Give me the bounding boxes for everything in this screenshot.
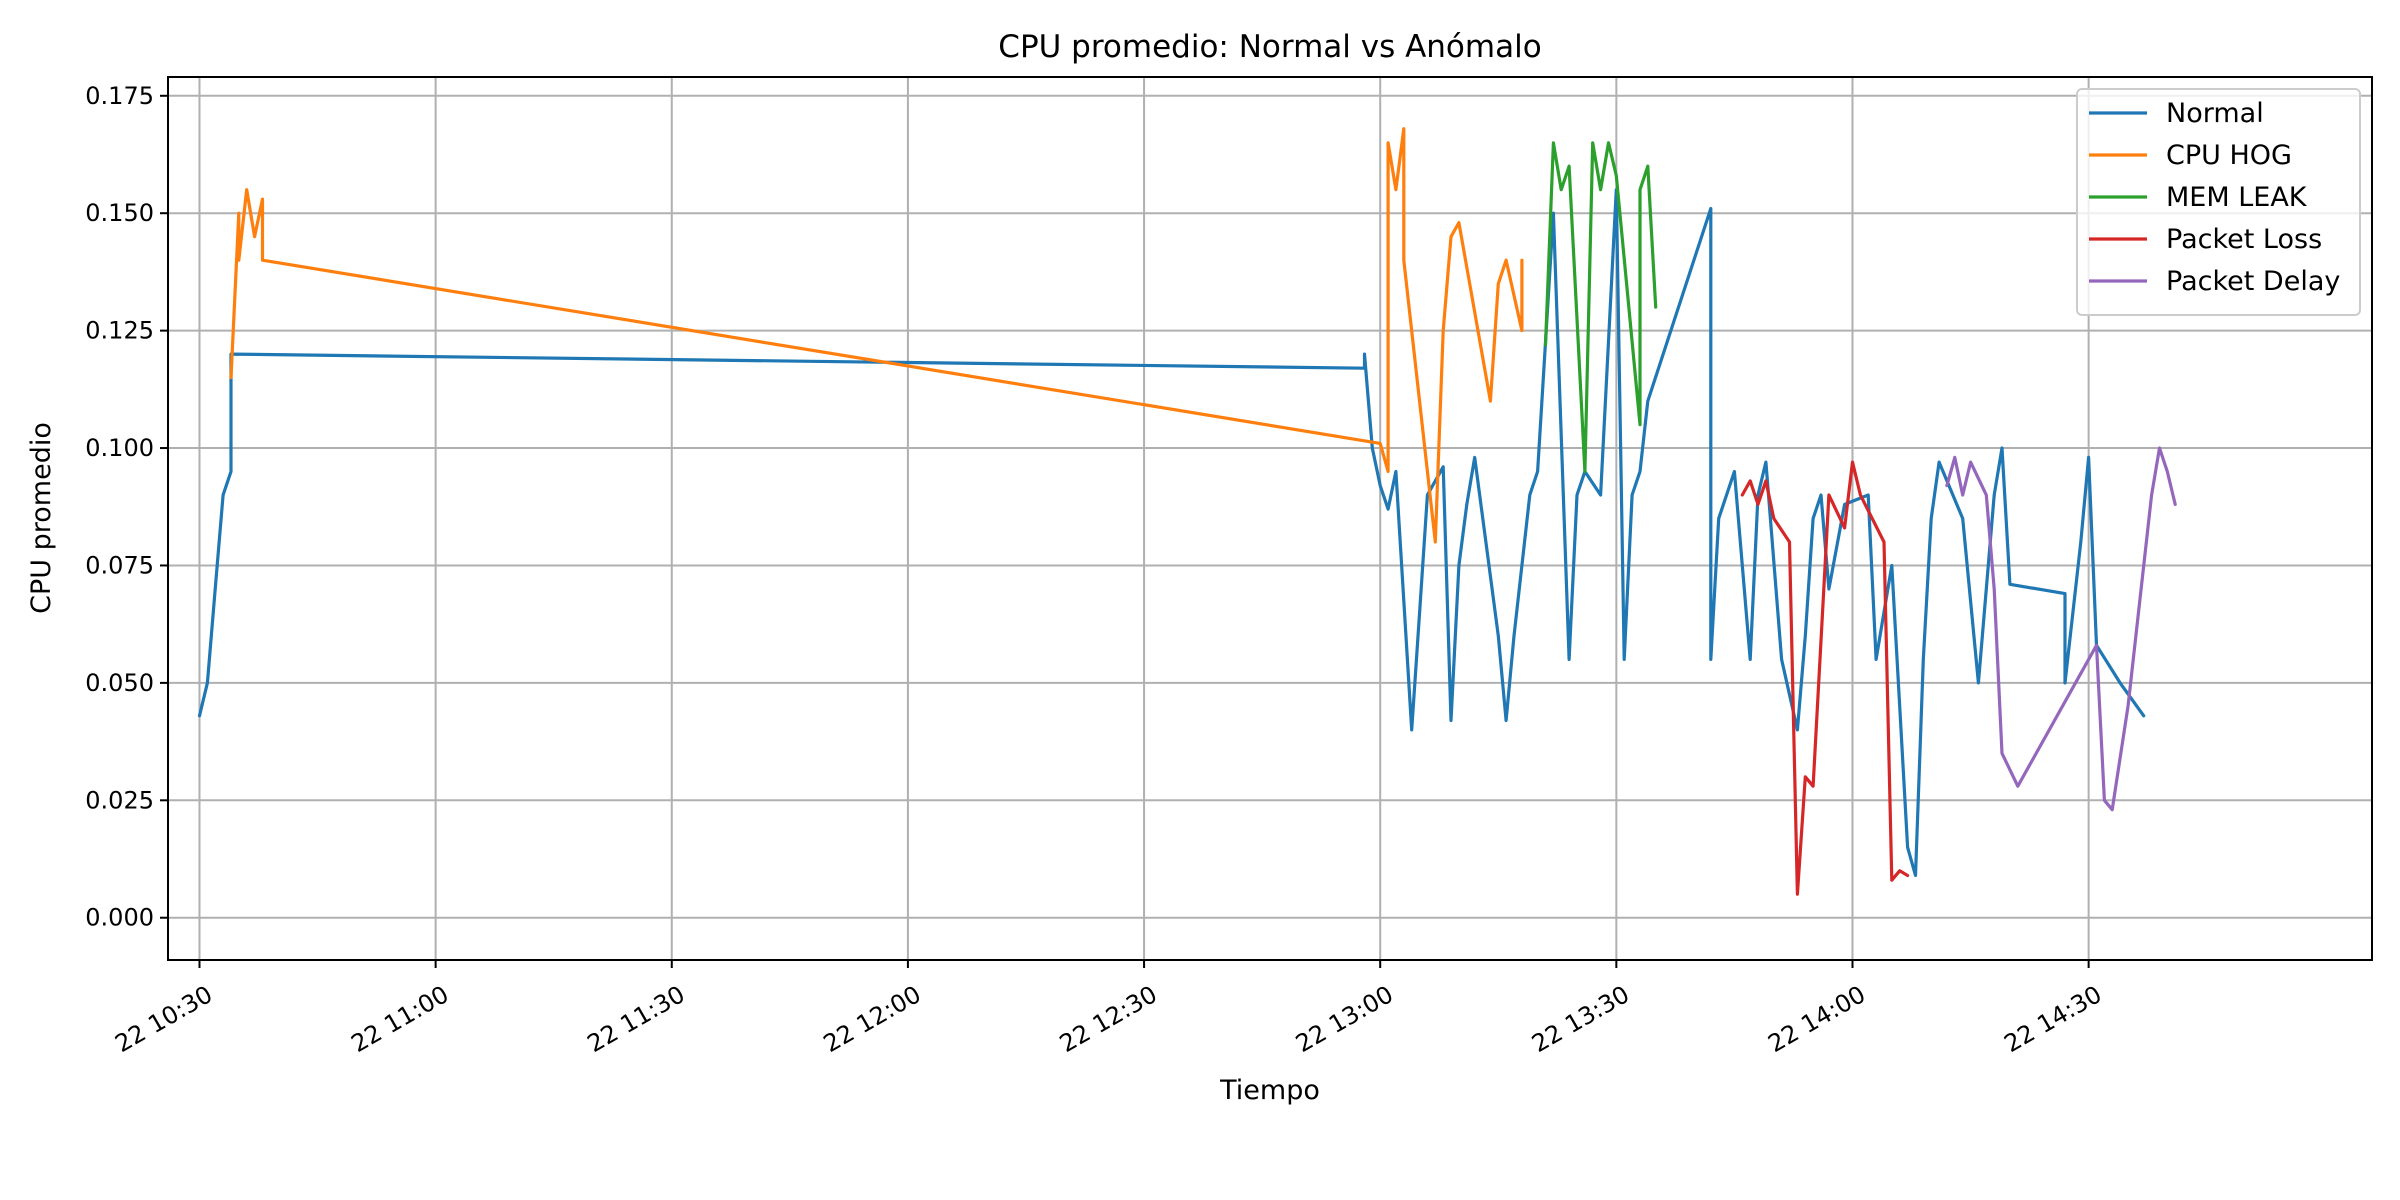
y-tick-label: 0.125 <box>85 317 154 345</box>
series-line-cpu-hog <box>229 127 1524 544</box>
y-tick-label: 0.050 <box>85 669 154 697</box>
x-axis-label: Tiempo <box>1219 1075 1320 1106</box>
series-lines <box>197 127 2177 896</box>
y-tick-label: 0.100 <box>85 434 154 462</box>
legend-box <box>2076 88 2361 316</box>
series-line-mem-leak <box>1543 141 1658 474</box>
y-gridlines <box>168 94 2372 919</box>
legend: Normal CPU HOG MEM LEAK Packet Loss Packet D… <box>2076 88 2361 316</box>
legend-label: MEM LEAK <box>2166 182 2308 213</box>
plot-frame <box>167 76 2373 961</box>
legend-label: CPU HOG <box>2166 140 2292 171</box>
y-tick-label: 0.075 <box>85 551 154 579</box>
legend-label: Normal <box>2166 98 2264 129</box>
y-tick-label: 0.150 <box>85 199 154 227</box>
series-line-normal <box>197 188 2146 878</box>
y-tick-label: 0.000 <box>85 904 154 932</box>
series-line-packet-delay <box>1945 446 2177 812</box>
y-tick-label: 0.175 <box>85 82 154 110</box>
y-tick-label: 0.025 <box>85 786 154 814</box>
y-axis-ticks: 0.000 0.025 0.050 0.075 0.100 0.125 0.150 0.175 <box>85 82 168 932</box>
series-line-packet-loss <box>1740 460 1910 896</box>
chart-title: CPU promedio: Normal vs Anómalo <box>998 29 1541 65</box>
legend-label: Packet Loss <box>2166 224 2322 255</box>
legend-label: Packet Delay <box>2166 266 2340 297</box>
y-axis-label: CPU promedio <box>26 422 57 614</box>
